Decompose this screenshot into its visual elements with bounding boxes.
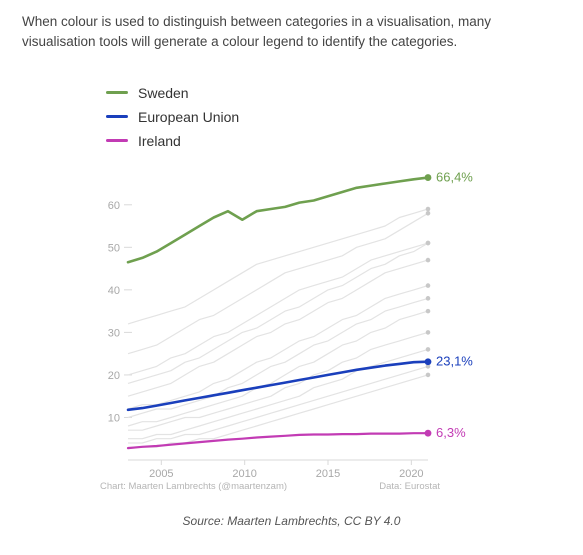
y-tick-label: 10 [108, 412, 120, 424]
series-endpoint-sweden [425, 174, 432, 181]
legend-label: Ireland [138, 133, 181, 149]
legend-item-ireland: Ireland [106, 129, 543, 153]
background-series [128, 213, 428, 353]
x-tick-label: 2010 [232, 468, 256, 480]
background-series [128, 332, 428, 430]
series-endlabel-ireland: 6,3% [436, 425, 466, 440]
series-ireland [128, 433, 428, 448]
series-sweden [128, 177, 428, 262]
source-caption: Source: Maarten Lambrechts, CC BY 4.0 [0, 496, 583, 542]
background-endpoint [426, 257, 431, 262]
background-series [128, 366, 428, 443]
background-endpoint [426, 240, 431, 245]
background-series [128, 243, 428, 375]
legend-swatch [106, 115, 128, 118]
x-tick-label: 2005 [149, 468, 173, 480]
background-endpoint [426, 330, 431, 335]
background-endpoint [426, 283, 431, 288]
series-endpoint-eu [425, 358, 432, 365]
background-series [128, 209, 428, 324]
chart-svg: 10 20 30 40 50 60 2005 2010 2015 2020 66,4% 23,1% 6,… [100, 167, 482, 486]
legend-label: Sweden [138, 85, 189, 101]
series-endlabel-sweden: 66,4% [436, 169, 473, 184]
background-endpoint [426, 308, 431, 313]
x-tick-label: 2020 [399, 468, 423, 480]
background-series [128, 349, 428, 438]
legend-item-sweden: Sweden [106, 81, 543, 105]
y-tick-label: 50 [108, 242, 120, 254]
y-tick-label: 30 [108, 327, 120, 339]
background-endpoint [426, 210, 431, 215]
legend-swatch [106, 139, 128, 142]
chart-legend: Sweden European Union Ireland [100, 75, 543, 167]
legend-swatch [106, 91, 128, 94]
legend-label: European Union [138, 109, 239, 125]
y-tick-label: 60 [108, 199, 120, 211]
y-tick-label: 20 [108, 369, 120, 381]
background-endpoint [426, 206, 431, 211]
series-endlabel-eu: 23,1% [436, 353, 473, 368]
background-endpoint [426, 372, 431, 377]
line-chart: 102030405060200520102015202066,4%23,1%6,… [100, 167, 440, 477]
chart-container: Sweden European Union Ireland 10 20 30 40 50 60… [0, 57, 583, 496]
legend-item-eu: European Union [106, 105, 543, 129]
x-tick-label: 2015 [316, 468, 340, 480]
y-tick-label: 40 [108, 284, 120, 296]
series-endpoint-ireland [425, 429, 432, 436]
background-endpoint [426, 296, 431, 301]
intro-paragraph: When colour is used to distinguish betwe… [0, 0, 583, 57]
background-endpoint [426, 347, 431, 352]
background-series [128, 285, 428, 408]
